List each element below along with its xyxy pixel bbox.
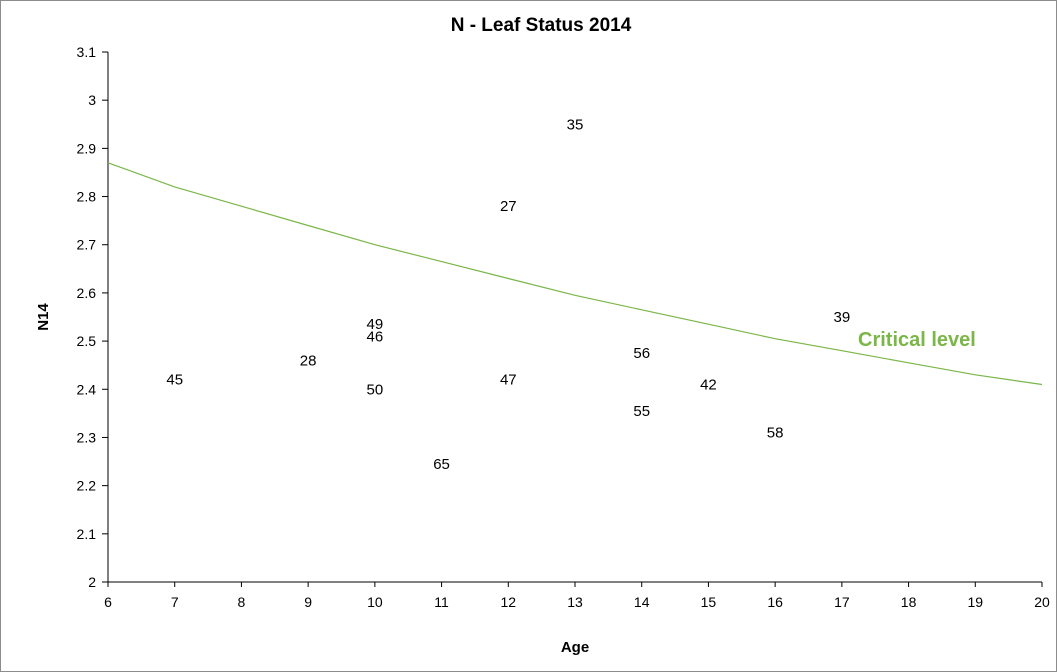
x-tick-label: 18: [901, 594, 917, 610]
data-point-label: 28: [300, 352, 317, 369]
x-axis-ticks: 6 7 8 9 10 11 12 13 14 15 16 17 18 19 20: [104, 582, 1050, 610]
x-tick-label: 9: [304, 594, 312, 610]
x-tick-label: 14: [634, 594, 650, 610]
y-axis-ticks: 2 2.1 2.2 2.3 2.4 2.5 2.6 2.7 2.8 2.9 3 3.1: [77, 44, 108, 590]
y-tick-label: 2.7: [77, 237, 97, 253]
data-point-label: 27: [500, 198, 517, 215]
x-tick-label: 15: [701, 594, 717, 610]
x-tick-label: 8: [238, 594, 246, 610]
data-point-label: 47: [500, 372, 517, 389]
y-tick-label: 3: [88, 92, 96, 108]
x-tick-label: 6: [104, 594, 112, 610]
critical-level-curve: [107, 162, 1043, 386]
data-point-label: 45: [166, 372, 183, 389]
y-axis-title: N14: [35, 303, 52, 331]
x-tick-label: 17: [834, 594, 850, 610]
y-tick-label: 3.1: [77, 44, 97, 60]
data-point-label: 39: [834, 309, 851, 326]
y-tick-label: 2.2: [77, 478, 97, 494]
y-tick-label: 2.8: [77, 189, 97, 205]
x-tick-label: 20: [1034, 594, 1050, 610]
data-point-label: 35: [567, 116, 584, 133]
x-tick-label: 11: [434, 594, 449, 610]
x-axis-title: Age: [561, 639, 589, 656]
data-point-label: 55: [633, 403, 650, 420]
x-tick-label: 16: [767, 594, 783, 610]
data-point-label: 65: [433, 456, 450, 473]
x-tick-label: 10: [367, 594, 383, 610]
data-point-label: 42: [700, 376, 717, 393]
x-tick-label: 13: [567, 594, 583, 610]
chart-title: N - Leaf Status 2014: [451, 15, 632, 36]
data-point-label: 50: [367, 381, 384, 398]
y-tick-label: 2.6: [77, 285, 97, 301]
data-point-label: 56: [633, 345, 650, 362]
y-tick-label: 2.1: [77, 526, 97, 542]
y-tick-label: 2.9: [77, 140, 97, 156]
critical-level-label: Critical level: [858, 329, 976, 351]
x-tick-label: 12: [500, 594, 516, 610]
y-tick-label: 2.3: [77, 429, 97, 445]
data-point-label: 49: [367, 316, 384, 333]
data-point-label: 58: [767, 425, 784, 442]
x-tick-label: 7: [171, 594, 179, 610]
data-point-label: 46: [367, 328, 384, 345]
y-tick-label: 2.5: [77, 333, 97, 349]
y-tick-label: 2.4: [77, 381, 97, 397]
x-tick-label: 19: [967, 594, 983, 610]
y-tick-label: 2: [88, 574, 96, 590]
